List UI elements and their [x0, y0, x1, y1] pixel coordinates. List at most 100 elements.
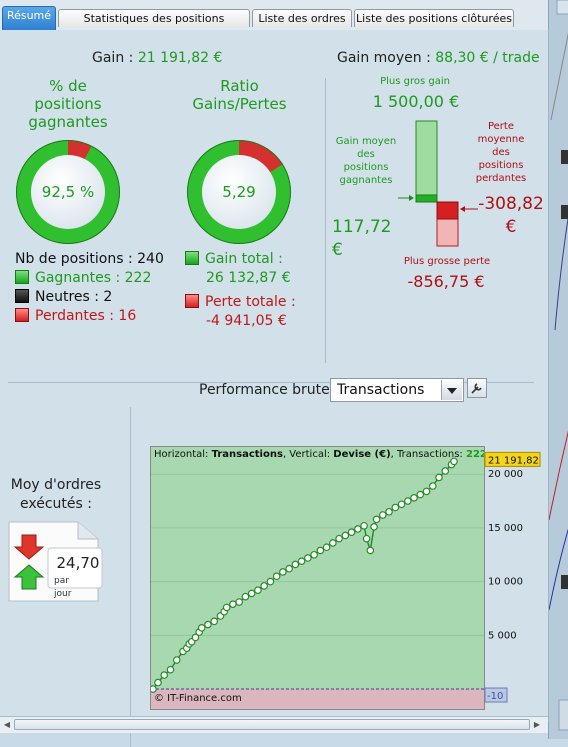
performance-select-value: Transactions	[337, 382, 425, 398]
data-point	[279, 568, 287, 576]
red-square-icon	[15, 308, 29, 322]
tab-liste-positions[interactable]: Liste des positions clôturées	[354, 9, 514, 27]
data-point	[379, 511, 387, 519]
plus-grosse-perte-label: Plus grosse perte	[403, 256, 491, 267]
legend-perte-totale: Perte totale :	[185, 293, 296, 311]
negative-zone	[151, 689, 484, 709]
pm-label-2: moyenne	[477, 134, 525, 145]
scroll-left-icon[interactable]: ◀	[3, 720, 11, 729]
gain-total-value: 26 132,87 €	[206, 270, 291, 286]
summary-panel: Gain : 21 191,82 € % de positions gagnan…	[0, 30, 549, 747]
data-point	[397, 500, 406, 509]
nb-positions: Nb de positions : 240	[15, 251, 164, 267]
win-pct-title-line1: % de	[49, 77, 87, 95]
data-point	[347, 528, 356, 536]
chevron-down-icon[interactable]	[441, 380, 462, 400]
data-point	[285, 564, 293, 573]
moy-ordres-value: 24,70	[56, 554, 100, 572]
gain-header: Gain : 21 191,82 €	[92, 50, 222, 66]
pm-label-5: perdantes	[475, 173, 527, 184]
horizontal-scrollbar[interactable]: ◀ ▶	[0, 716, 548, 733]
data-point	[403, 497, 412, 505]
data-point	[416, 490, 425, 499]
chart-copyright: © IT-Finance.com	[154, 693, 242, 704]
data-point	[354, 525, 362, 533]
zero-value-label: -10	[487, 691, 503, 702]
horizontal-divider	[8, 382, 534, 383]
chart-header-h: Horizontal:	[154, 449, 209, 460]
data-point	[360, 521, 368, 530]
pm-label-3: des	[492, 147, 510, 158]
win-pct-title: % de positions gagnantes	[13, 77, 123, 131]
plus-grosse-perte-value: -856,75 €	[407, 272, 485, 291]
data-point	[254, 586, 262, 595]
data-point	[266, 577, 275, 586]
data-point	[241, 592, 250, 601]
data-point	[450, 457, 458, 466]
win-pct-gauge: 92,5 %	[16, 140, 120, 244]
data-point	[222, 603, 231, 612]
data-point	[172, 656, 181, 664]
data-point	[441, 467, 450, 475]
gmg-label-4: gagnantes	[339, 175, 393, 186]
data-point	[391, 503, 400, 512]
data-point	[335, 534, 343, 543]
gain-perte-bars	[398, 120, 478, 247]
wrench-icon[interactable]	[467, 378, 487, 398]
tab-liste-ordres[interactable]: Liste des ordres	[252, 9, 352, 27]
neutres-text: Neutres : 2	[35, 289, 113, 305]
gmg-value: 117,72	[332, 217, 392, 237]
gmg-label-3: positions	[343, 162, 389, 173]
data-point	[322, 543, 331, 552]
background-window-strip	[548, 0, 568, 739]
chart-header-v: , Vertical:	[282, 449, 331, 460]
data-point	[204, 620, 212, 629]
perte-moyenne-label: Perte moyenne des positions perdantes	[470, 120, 532, 185]
data-point	[372, 515, 381, 524]
ratio-gauge: 5,29	[187, 140, 291, 244]
gmg-label-1: Gain moyen	[335, 136, 397, 147]
chart-header-h-val: Transactions	[211, 449, 283, 460]
gain-moyen-header: Gain moyen : 88,30 € / trade	[337, 50, 540, 66]
orders-card	[8, 521, 103, 602]
data-point	[435, 473, 443, 482]
scroll-right-icon[interactable]: ▶	[533, 720, 541, 729]
pm-unit: €	[505, 217, 517, 237]
arrow-perte-icon	[460, 206, 465, 212]
pm-label-1: Perte	[487, 121, 514, 132]
data-point	[297, 557, 306, 566]
data-point	[160, 671, 169, 679]
black-square-icon	[15, 289, 29, 303]
performance-chart: Horizontal: Transactions, Vertical: Devi…	[150, 446, 485, 710]
tab-resume[interactable]: Résumé	[2, 6, 56, 31]
data-point	[260, 582, 268, 590]
gain-value: 21 191,82 €	[137, 50, 223, 66]
data-point	[166, 665, 175, 674]
data-point	[304, 554, 312, 562]
chart-header-t: , Transactions:	[390, 449, 463, 460]
tab-statistiques[interactable]: Statistiques des positions clôturées	[58, 9, 250, 43]
moy-ordres-line2: exécutés :	[20, 496, 92, 512]
ratio-title: Ratio Gains/Pertes	[182, 77, 297, 113]
gain-moyen-gagnantes-value: 117,72 €	[332, 216, 391, 262]
data-point	[247, 589, 256, 598]
arrow-gain-icon	[409, 195, 414, 201]
y-tick-label: 10 000	[488, 577, 523, 588]
green-bar-max	[415, 120, 438, 203]
data-point	[197, 624, 206, 632]
green-square-icon	[185, 251, 199, 265]
scrollbar-thumb[interactable]	[14, 719, 530, 730]
data-point	[272, 572, 281, 581]
performance-select[interactable]: Transactions	[330, 378, 464, 402]
performance-chart-plot	[151, 457, 484, 709]
data-point	[210, 617, 218, 626]
gain-moyen-gagnantes-label: Gain moyen des positions gagnantes	[333, 135, 399, 187]
data-point	[329, 539, 337, 547]
data-point	[291, 560, 300, 569]
plus-gros-gain-value: 1 500,00 €	[372, 92, 460, 111]
moy-ordres-label: Moy d'ordres exécutés :	[4, 476, 108, 514]
vertical-divider-bottom	[130, 407, 131, 747]
plus-gros-gain-label: Plus gros gain	[380, 76, 450, 87]
data-point	[191, 633, 200, 642]
data-point	[316, 546, 325, 555]
